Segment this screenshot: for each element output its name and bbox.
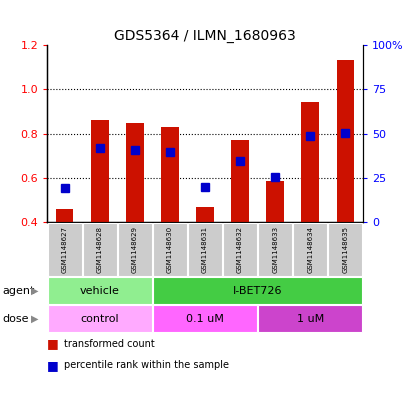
Text: ■: ■ <box>47 359 59 372</box>
Text: dose: dose <box>2 314 29 324</box>
Text: GSM1148629: GSM1148629 <box>132 226 137 273</box>
Title: GDS5364 / ILMN_1680963: GDS5364 / ILMN_1680963 <box>114 29 295 43</box>
Bar <box>301 101 318 222</box>
Text: GSM1148633: GSM1148633 <box>272 226 277 273</box>
Text: ■: ■ <box>47 337 59 351</box>
Text: GSM1148632: GSM1148632 <box>236 226 243 273</box>
Text: GSM1148630: GSM1148630 <box>166 226 173 273</box>
Text: GSM1148627: GSM1148627 <box>61 226 67 273</box>
Text: control: control <box>80 314 119 324</box>
Text: vehicle: vehicle <box>80 286 119 296</box>
Text: agent: agent <box>2 286 34 296</box>
Text: 1 uM: 1 uM <box>296 314 323 324</box>
Bar <box>196 207 213 222</box>
Text: GSM1148634: GSM1148634 <box>306 226 312 273</box>
Bar <box>336 60 353 222</box>
Bar <box>126 123 143 222</box>
Text: GSM1148635: GSM1148635 <box>342 226 348 273</box>
Bar <box>56 209 73 222</box>
Bar <box>231 140 248 222</box>
Bar <box>161 127 178 222</box>
Text: ▶: ▶ <box>31 314 38 324</box>
Text: transformed count: transformed count <box>63 339 154 349</box>
Bar <box>266 181 283 222</box>
Text: I-BET726: I-BET726 <box>232 286 282 296</box>
Text: ▶: ▶ <box>31 286 38 296</box>
Bar <box>91 120 108 222</box>
Text: 0.1 uM: 0.1 uM <box>186 314 223 324</box>
Text: GSM1148628: GSM1148628 <box>97 226 103 273</box>
Text: percentile rank within the sample: percentile rank within the sample <box>63 360 228 371</box>
Text: GSM1148631: GSM1148631 <box>202 226 207 273</box>
